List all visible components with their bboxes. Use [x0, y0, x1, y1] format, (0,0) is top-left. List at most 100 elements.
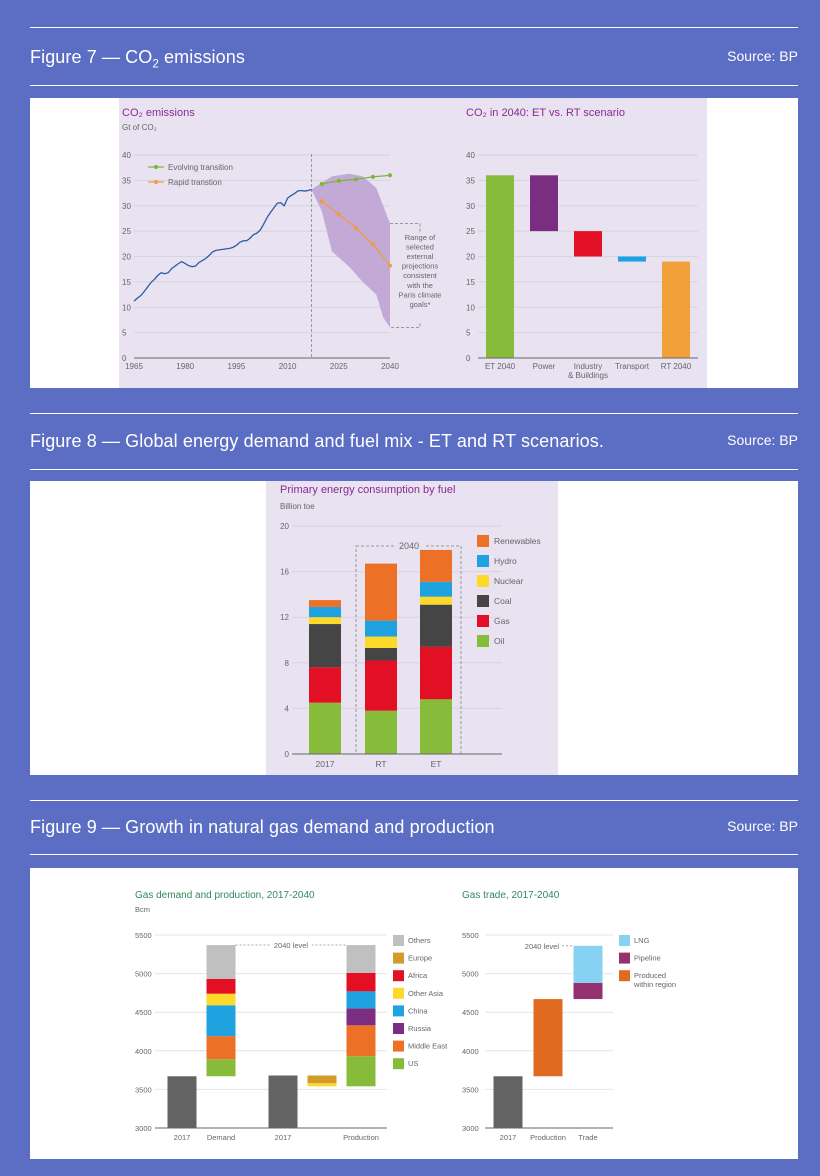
y-tick-label: 3500	[135, 1085, 152, 1094]
legend-swatch	[393, 1005, 404, 1017]
waterfall-bar-1	[530, 175, 558, 232]
x-tick-label: ET 2040	[485, 362, 516, 371]
bar-segment-oil	[420, 699, 452, 754]
bar-segment-nuclear	[309, 617, 341, 625]
x-tick-label: 2017	[316, 759, 335, 769]
y-tick-label: 10	[466, 303, 475, 312]
legend-swatch	[619, 952, 630, 964]
legend-swatch	[477, 555, 489, 567]
legend-label: US	[408, 1059, 418, 1068]
bar-segment-china	[206, 1005, 236, 1037]
legend-swatch	[477, 615, 489, 627]
y-tick-label: 35	[466, 176, 475, 185]
bar-segment-europe	[307, 1075, 337, 1084]
y-tick-label: 4000	[135, 1047, 152, 1056]
y-tick-label: 5	[466, 329, 471, 338]
x-tick-label: Demand	[207, 1133, 235, 1142]
x-tick-label: 2017	[174, 1133, 191, 1142]
chart-title: CO₂ emissions	[122, 107, 195, 119]
y-tick-label: 40	[122, 151, 131, 160]
figure-8-source: Source: BP	[727, 432, 798, 448]
annotation-line: consistent	[403, 271, 438, 280]
y-tick-label: 3500	[462, 1085, 479, 1094]
bar-segment-oil	[309, 702, 341, 754]
bar-segment-coal	[420, 604, 452, 647]
y-tick-label: 0	[122, 354, 127, 363]
y-tick-label: 8	[285, 659, 290, 668]
y-tick-label: 5	[122, 329, 127, 338]
x-tick-label: ET	[431, 759, 442, 769]
y-tick-label: 10	[122, 303, 131, 312]
y-axis-unit: Billion toe	[280, 502, 315, 511]
legend-swatch	[393, 1023, 404, 1034]
x-tick-label: RT	[375, 759, 386, 769]
x-tick-label: Production	[343, 1133, 379, 1142]
x-tick-label: 1965	[125, 362, 143, 371]
y-tick-label: 5500	[462, 931, 479, 940]
title-subscript: 2	[152, 57, 159, 71]
x-tick-label: 1995	[228, 362, 246, 371]
waterfall-bar-0	[486, 175, 514, 358]
y-tick-label: 25	[466, 227, 475, 236]
y-tick-label: 0	[285, 750, 290, 759]
y-tick-label: 16	[280, 568, 289, 577]
y-tick-label: 5000	[462, 970, 479, 979]
legend-label: Produced	[634, 971, 666, 980]
chart-title: CO₂ in 2040: ET vs. RT scenario	[466, 107, 625, 119]
bar-segment-gas	[309, 667, 341, 703]
x-tick-label: Transport	[615, 362, 650, 371]
y-tick-label: 40	[466, 151, 475, 160]
legend-swatch	[619, 935, 630, 946]
legend-swatch	[393, 935, 404, 946]
legend-swatch	[619, 970, 630, 982]
y-tick-label: 12	[280, 613, 289, 622]
waterfall-bar-4	[662, 261, 690, 358]
y-tick-label: 4000	[462, 1047, 479, 1056]
bar-segment-africa	[206, 979, 236, 994]
bar-segment-renewables	[365, 563, 397, 621]
legend-label: China	[408, 1006, 428, 1015]
title-text: emissions	[158, 47, 245, 67]
legend-swatch	[393, 987, 404, 999]
evolving-transition-point	[319, 181, 324, 186]
legend-label: Gas	[494, 616, 510, 626]
bar-segment-africa	[346, 972, 376, 992]
title-text: Figure 7 — CO	[30, 47, 153, 67]
bar-segment-china	[346, 991, 376, 1009]
y-tick-label: 20	[280, 522, 289, 531]
legend-label: Other Asia	[408, 989, 444, 998]
bar-segment-hydro	[365, 620, 397, 637]
rapid-transition-point	[353, 226, 358, 231]
legend-label: LNG	[634, 936, 650, 945]
annotation-line: projections	[402, 262, 439, 271]
bar-segment-others	[346, 945, 376, 973]
y-tick-label: 30	[122, 202, 131, 211]
figure-7-title: Figure 7 — CO2 emissions	[30, 47, 245, 71]
bar-segment-nuclear	[365, 636, 397, 648]
legend-swatch	[477, 535, 489, 547]
bar-segment-gas	[365, 660, 397, 711]
bar-segment-coal	[309, 624, 341, 668]
x-tick-label: 2010	[279, 362, 297, 371]
divider	[30, 854, 798, 855]
figure-9-source: Source: BP	[727, 818, 798, 834]
evolving-transition-point	[353, 177, 358, 182]
bar-segment-middle-east	[206, 1036, 236, 1060]
y-tick-label: 4	[285, 704, 290, 713]
y-tick-label: 25	[122, 227, 131, 236]
level-2040-label: 2040 level	[525, 942, 560, 951]
y-tick-label: 35	[122, 176, 131, 185]
legend-label: Oil	[494, 636, 505, 646]
legend-swatch	[477, 575, 489, 587]
bar-segment-renewables	[309, 600, 341, 607]
legend-label: Others	[408, 936, 431, 945]
bar-segment-pipeline	[573, 982, 603, 1000]
legend-swatch	[393, 1058, 404, 1070]
legend-label: Nuclear	[494, 576, 523, 586]
figure-7-source: Source: BP	[727, 48, 798, 64]
level-2040-label: 2040 level	[274, 941, 309, 950]
y-tick-label: 30	[466, 202, 475, 211]
legend-label: Pipeline	[634, 954, 661, 963]
waterfall-bar-3	[618, 256, 646, 262]
